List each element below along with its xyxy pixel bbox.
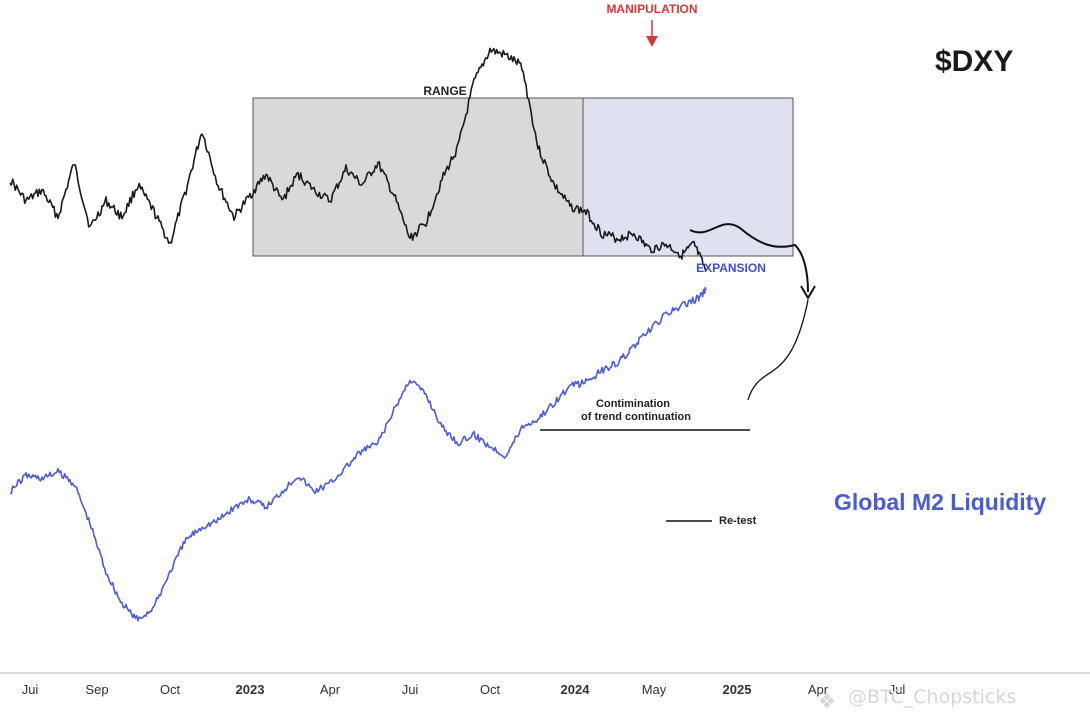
dxy-line <box>9 47 707 272</box>
manipulation-arrow-head <box>646 36 658 47</box>
continuation-label-line1: Contimination <box>596 398 670 410</box>
chart-title: $DXY <box>935 45 1013 78</box>
x-tick-label: Sep <box>85 682 108 697</box>
dxy-projection <box>689 223 809 293</box>
m2-label: Global M2 Liquidity <box>834 489 1046 515</box>
watermark: @BTC_Chopsticks <box>848 686 1017 708</box>
watermark-icon: ❖ <box>818 689 836 713</box>
expansion-box <box>582 97 794 257</box>
dxy-projection-arrow <box>800 285 816 300</box>
x-tick-label: Jui <box>22 682 39 697</box>
x-tick-label: Oct <box>160 682 181 697</box>
x-tick-label: Oct <box>480 682 501 697</box>
range-label: RANGE <box>423 84 466 98</box>
m2-line <box>9 287 707 622</box>
x-tick-label: 2025 <box>723 682 752 697</box>
expansion-label: EXPANSION <box>696 261 766 275</box>
x-tick-label: Jul <box>889 682 906 697</box>
x-tick-label: 2023 <box>236 682 265 697</box>
m2-series <box>9 287 707 622</box>
x-tick-label: Jui <box>402 682 419 697</box>
overlays <box>540 20 816 522</box>
x-tick-label: Apr <box>808 682 829 697</box>
continuation-label-line2: of trend continuation <box>581 411 691 423</box>
manipulation-label: MANIPULATION <box>606 2 697 16</box>
range-boxes <box>252 97 794 257</box>
x-axis: Jui Sep Oct 2023 Apr Jui Oct 2024 May 2025 Apr Jul <box>0 672 1090 697</box>
dxy-series <box>9 47 707 272</box>
retest-label: Re-test <box>719 515 757 527</box>
x-tick-label: 2024 <box>561 682 591 697</box>
x-tick-label: Apr <box>320 682 341 697</box>
m2-projection <box>747 299 809 401</box>
x-tick-label: May <box>642 682 667 697</box>
